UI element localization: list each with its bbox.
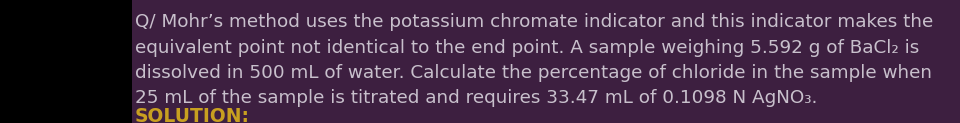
Text: 25 mL of the sample is titrated and requires 33.47 mL of 0.1098 N AgNO₃.: 25 mL of the sample is titrated and requ… [135,89,817,107]
Text: Q/ Mohr’s method uses the potassium chromate indicator and this indicator makes : Q/ Mohr’s method uses the potassium chro… [135,13,933,31]
Text: equivalent point not identical to the end point. A sample weighing 5.592 g of Ba: equivalent point not identical to the en… [135,39,920,57]
Text: dissolved in 500 mL of water. Calculate the percentage of chloride in the sample: dissolved in 500 mL of water. Calculate … [135,64,932,82]
Bar [132,0,960,123]
Text: SOLUTION:: SOLUTION: [135,108,250,123]
